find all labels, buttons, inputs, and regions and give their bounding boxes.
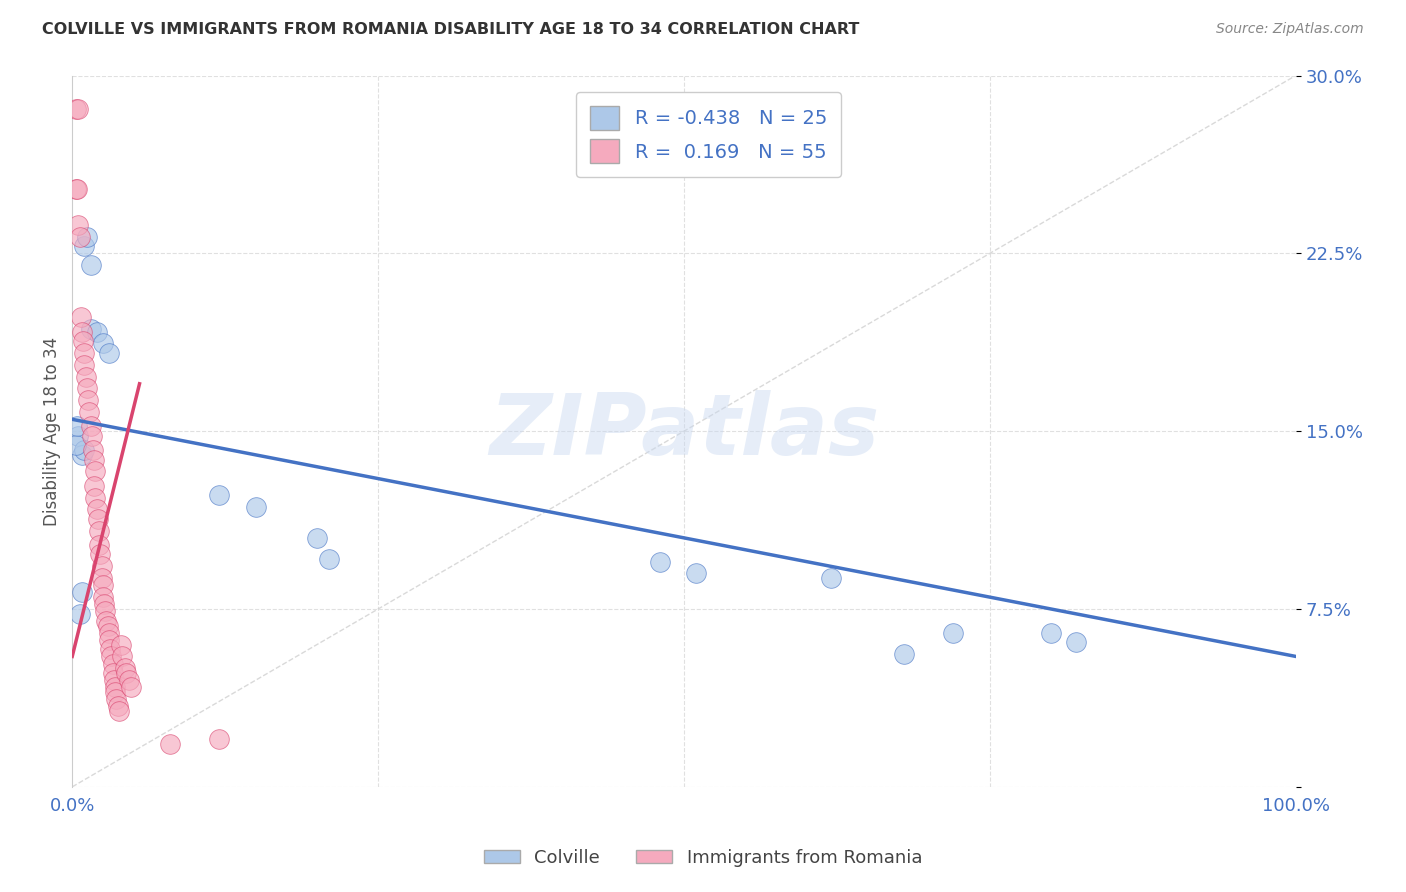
Point (101, 666, 124, 681)
Text: ZIPatlas: ZIPatlas (489, 390, 879, 473)
Point (159, 737, 181, 751)
Point (107, 704, 129, 718)
Point (91, 590, 114, 604)
Point (69, 607, 91, 621)
Point (89, 538, 111, 552)
Point (66, 419, 89, 434)
Point (65, 102, 87, 116)
Point (65, 438, 87, 452)
Point (208, 732, 231, 747)
Point (101, 657, 124, 671)
Point (103, 673, 125, 687)
Point (69, 310, 91, 325)
Legend: R = -0.438   N = 25, R =  0.169   N = 55: R = -0.438 N = 25, R = 0.169 N = 55 (576, 93, 841, 177)
Point (90, 559, 112, 574)
Point (66, 182, 89, 196)
Point (86, 325, 108, 339)
Point (90, 571, 112, 585)
Point (79, 405, 101, 419)
Point (117, 673, 139, 687)
Point (97, 632, 120, 647)
Point (77, 393, 100, 408)
Point (104, 685, 127, 699)
Point (73, 358, 96, 372)
Point (893, 647, 915, 661)
Point (107, 699, 129, 714)
Point (72, 334, 94, 348)
Point (70, 448, 93, 462)
Point (97, 625, 120, 640)
Point (67, 102, 90, 116)
Text: Source: ZipAtlas.com: Source: ZipAtlas.com (1216, 22, 1364, 37)
Point (79, 258, 101, 272)
Point (97, 618, 120, 632)
Point (105, 692, 128, 706)
Point (70, 325, 93, 339)
Point (120, 680, 142, 694)
Point (86, 502, 108, 516)
Point (93, 597, 115, 611)
Point (942, 625, 965, 640)
Point (89, 524, 111, 538)
Point (94, 604, 117, 618)
Point (1064, 635, 1087, 649)
Point (75, 369, 97, 384)
Point (318, 552, 340, 566)
Point (76, 382, 98, 396)
Point (89, 548, 111, 562)
Point (73, 443, 96, 458)
Point (115, 666, 138, 681)
Point (87, 512, 110, 526)
Point (96, 614, 118, 628)
Point (69, 229, 91, 244)
Point (76, 229, 98, 244)
Point (79, 419, 101, 434)
Point (305, 531, 328, 545)
Point (97, 346, 120, 360)
Point (110, 638, 132, 652)
Point (70, 585, 93, 599)
Point (79, 322, 101, 336)
Point (685, 566, 707, 581)
Point (648, 555, 671, 569)
Point (111, 649, 134, 664)
Point (91, 578, 114, 592)
Point (73, 346, 96, 360)
Legend: Colville, Immigrants from Romania: Colville, Immigrants from Romania (477, 842, 929, 874)
Point (65, 182, 87, 196)
Point (245, 500, 267, 514)
Point (67, 429, 90, 443)
Point (83, 479, 105, 493)
Point (104, 680, 127, 694)
Text: COLVILLE VS IMMIGRANTS FROM ROMANIA DISABILITY AGE 18 TO 34 CORRELATION CHART: COLVILLE VS IMMIGRANTS FROM ROMANIA DISA… (42, 22, 859, 37)
Point (80, 429, 103, 443)
Point (84, 491, 107, 505)
Point (208, 488, 231, 502)
Point (67, 218, 90, 232)
Point (82, 443, 104, 458)
Point (100, 649, 122, 664)
Point (820, 571, 842, 585)
Point (83, 452, 105, 467)
Point (98, 642, 121, 657)
Point (114, 661, 136, 675)
Point (73, 239, 96, 253)
Y-axis label: Disability Age 18 to 34: Disability Age 18 to 34 (44, 336, 60, 525)
Point (84, 465, 107, 479)
Point (91, 336, 114, 351)
Point (1040, 625, 1063, 640)
